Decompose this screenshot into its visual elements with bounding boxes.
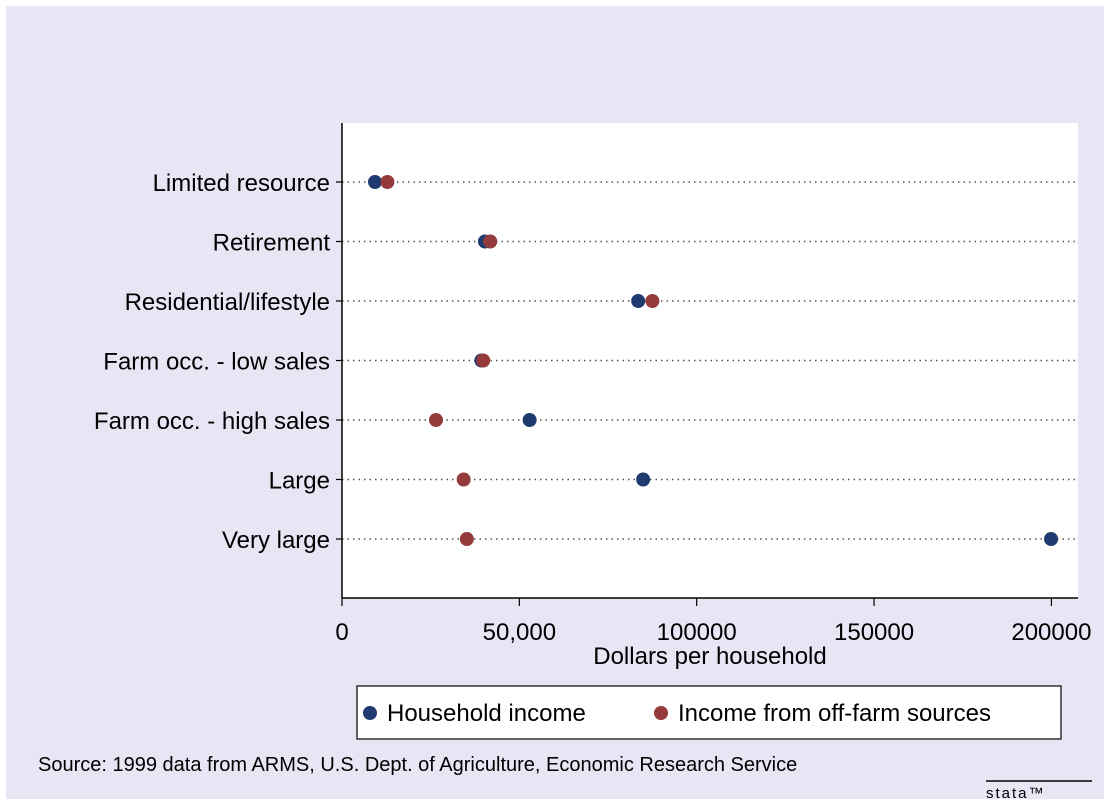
off-farm-income-point: [380, 175, 395, 189]
household-income-point: [367, 175, 382, 189]
legend-label: Income from off-farm sources: [678, 700, 991, 727]
source-note: Source: 1999 data from ARMS, U.S. Dept. …: [38, 754, 797, 776]
category-label: Retirement: [213, 230, 331, 257]
category-label: Farm occ. - high sales: [94, 408, 330, 435]
x-tick-label: 150000: [834, 619, 914, 646]
category-label: Limited resource: [153, 170, 330, 197]
stata-logo: stata™: [986, 780, 1092, 802]
category-labels: Limited resource Retirement Residential/li…: [94, 170, 330, 554]
category-label: Large: [269, 468, 330, 495]
category-label: Residential/lifestyle: [125, 289, 330, 316]
off-farm-income-point: [456, 472, 471, 487]
legend-marker: [363, 706, 377, 720]
x-tick-label: 200000: [1011, 619, 1091, 646]
data-points: [367, 175, 1059, 546]
x-tick-label: 50,000: [483, 619, 556, 646]
off-farm-income-point: [459, 532, 474, 546]
off-farm-income-point: [476, 353, 491, 368]
household-income-point: [522, 413, 537, 427]
household-income-point: [636, 472, 651, 487]
category-label: Very large: [222, 527, 330, 554]
grid-lines: [336, 181, 1078, 540]
off-farm-income-point: [483, 234, 498, 249]
legend-label: Household income: [387, 700, 586, 727]
category-label: Farm occ. - low sales: [103, 349, 330, 376]
x-tick-label: 0: [335, 619, 348, 646]
legend: Household income Income from off-farm sou…: [356, 685, 1062, 740]
household-income-point: [1044, 532, 1059, 546]
stata-logo-text: stata™: [986, 785, 1046, 802]
plot-area: [342, 123, 1078, 598]
x-axis-title: Dollars per household: [593, 643, 826, 670]
household-income-point: [631, 294, 646, 308]
x-axis-ticks: 0 50,000 100000 150000 200000: [335, 598, 1091, 646]
x-tick-label: 100000: [657, 619, 737, 646]
legend-marker: [654, 706, 668, 720]
legend-box: [356, 685, 1062, 740]
off-farm-income-point: [645, 294, 660, 308]
off-farm-income-point: [428, 413, 443, 427]
